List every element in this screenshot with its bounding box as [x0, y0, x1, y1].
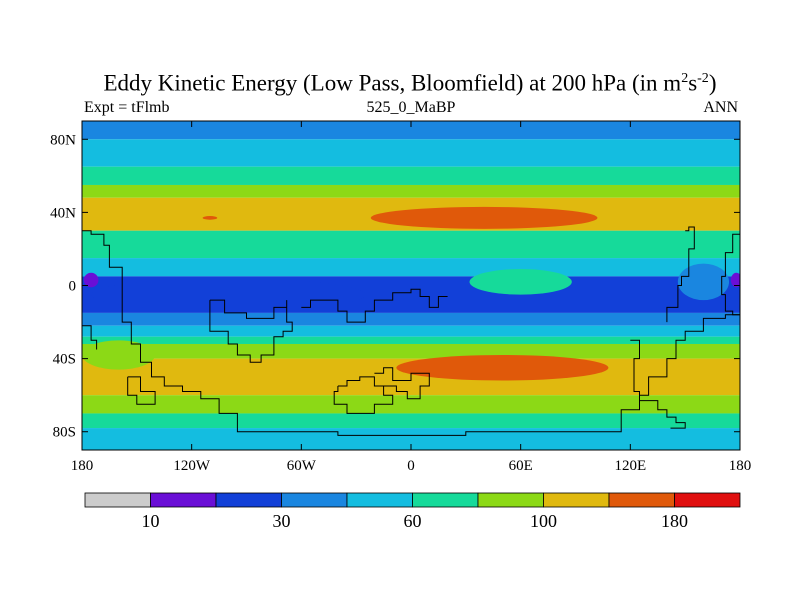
x-tick-label-5: 120E — [614, 458, 646, 474]
map-axes: 180 120W 60W 0 60E 120E 180 80N 40N 0 40S 80S — [50, 121, 751, 474]
colorbar-box-8 — [608, 492, 675, 508]
case-label: 525_0_MaBP — [366, 99, 456, 116]
colorbar-box-2 — [215, 492, 282, 508]
x-tick-label-4: 60E — [509, 458, 533, 474]
field-blob-5 — [677, 263, 730, 301]
colorbar-box-7 — [543, 492, 610, 508]
field-band-3 — [82, 184, 740, 198]
coastline-1 — [82, 325, 98, 350]
coastline-7 — [666, 226, 695, 323]
coastline-0 — [82, 230, 740, 436]
y-tick-label-1: 40N — [50, 205, 76, 221]
y-tick-label-0: 80N — [50, 132, 76, 148]
chart-title: Eddy Kinetic Energy (Low Pass, Bloomfiel… — [103, 70, 717, 96]
x-tick-label-6: 180 — [729, 458, 752, 474]
coastlines — [82, 226, 740, 436]
field-blob-0 — [370, 206, 598, 229]
coastline-3 — [209, 299, 293, 363]
coastline-8 — [721, 233, 740, 316]
colorbar-box-4 — [346, 492, 413, 508]
x-tick-label-0: 180 — [71, 458, 94, 474]
field-blob-6 — [91, 278, 366, 312]
colorbar-label-0: 10 — [142, 511, 160, 531]
coastline-4 — [301, 288, 448, 323]
eke-field — [82, 121, 740, 450]
field-band-0 — [82, 121, 740, 140]
field-band-15 — [82, 428, 740, 450]
field-blob-4 — [82, 340, 156, 370]
field-band-11 — [82, 343, 740, 359]
field-blob-3 — [469, 269, 572, 295]
field-band-9 — [82, 325, 740, 337]
y-tick-label-3: 40S — [53, 352, 76, 368]
experiment-label: Expt = tFlmb — [84, 99, 170, 116]
colorbar-label-1: 30 — [273, 511, 291, 531]
field-blob-8 — [730, 272, 740, 288]
coastline-6 — [374, 367, 430, 400]
coastline-2 — [127, 376, 156, 405]
field-band-13 — [82, 395, 740, 414]
field-blob-7 — [83, 272, 99, 288]
x-tick-label-3: 0 — [407, 458, 415, 474]
field-band-8 — [82, 312, 740, 326]
colorbar-label-4: 180 — [661, 511, 688, 531]
colorbar-label-2: 60 — [404, 511, 422, 531]
coastline-5 — [333, 376, 394, 414]
field-band-14 — [82, 413, 740, 429]
field-blob-2 — [202, 216, 218, 220]
field-band-2 — [82, 166, 740, 185]
field-band-6 — [82, 258, 740, 277]
colorbar-box-9 — [674, 492, 741, 508]
field-band-10 — [82, 336, 740, 344]
season-label: ANN — [703, 99, 738, 116]
field-band-5 — [82, 230, 740, 259]
colorbar-box-3 — [281, 492, 348, 508]
field-band-1 — [82, 139, 740, 167]
x-tick-label-2: 60W — [287, 458, 317, 474]
y-tick-label-4: 80S — [53, 425, 76, 441]
field-blob-1 — [396, 354, 609, 381]
colorbar-box-6 — [477, 492, 544, 508]
colorbar-label-3: 100 — [530, 511, 557, 531]
colorbar-box-1 — [150, 492, 217, 508]
colorbar-box-0 — [84, 492, 151, 508]
y-tick-label-2: 0 — [69, 279, 77, 295]
colorbar: 10 30 60 100 180 — [84, 492, 741, 531]
colorbar-box-5 — [412, 492, 479, 508]
x-tick-label-1: 120W — [173, 458, 211, 474]
coastline-9 — [630, 339, 686, 429]
